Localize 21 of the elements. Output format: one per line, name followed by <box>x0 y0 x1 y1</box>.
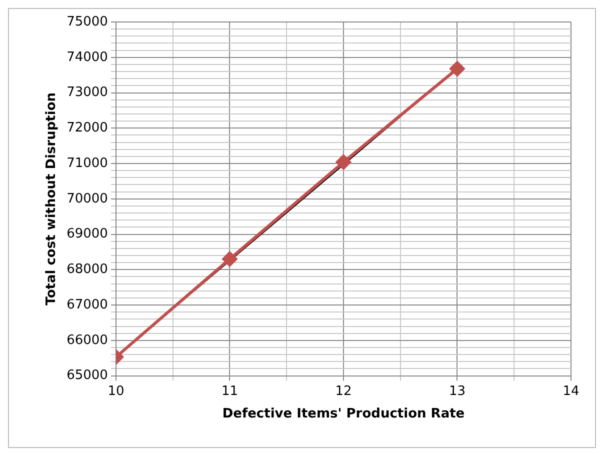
y-tick-label: 67000 <box>66 297 108 312</box>
y-tick-label: 75000 <box>66 14 108 30</box>
x-axis-title: Defective Items' Production Rate <box>222 406 465 422</box>
x-tick-label: 13 <box>448 384 466 399</box>
y-tick-label: 70000 <box>66 191 108 206</box>
point <box>336 154 351 170</box>
x-tick-label: 10 <box>108 384 124 399</box>
x-tick-label: 14 <box>562 384 580 399</box>
y-tick-label: 69000 <box>66 226 108 242</box>
y-tick-label: 73000 <box>66 85 108 100</box>
point <box>450 61 465 76</box>
x-tick-label: 12 <box>335 384 352 399</box>
y-tick-label: 65000 <box>66 368 108 384</box>
y-tick-label: 71000 <box>66 156 108 171</box>
y-tick-label: 72000 <box>66 120 108 136</box>
y-tick-label: 68000 <box>66 262 108 278</box>
y-axis-title: Total cost without Disruption <box>44 92 60 306</box>
y-tick-label: 66000 <box>66 332 108 348</box>
point <box>222 252 238 267</box>
y-tick-label: 74000 <box>66 50 108 65</box>
x-tick-label: 11 <box>221 384 238 399</box>
